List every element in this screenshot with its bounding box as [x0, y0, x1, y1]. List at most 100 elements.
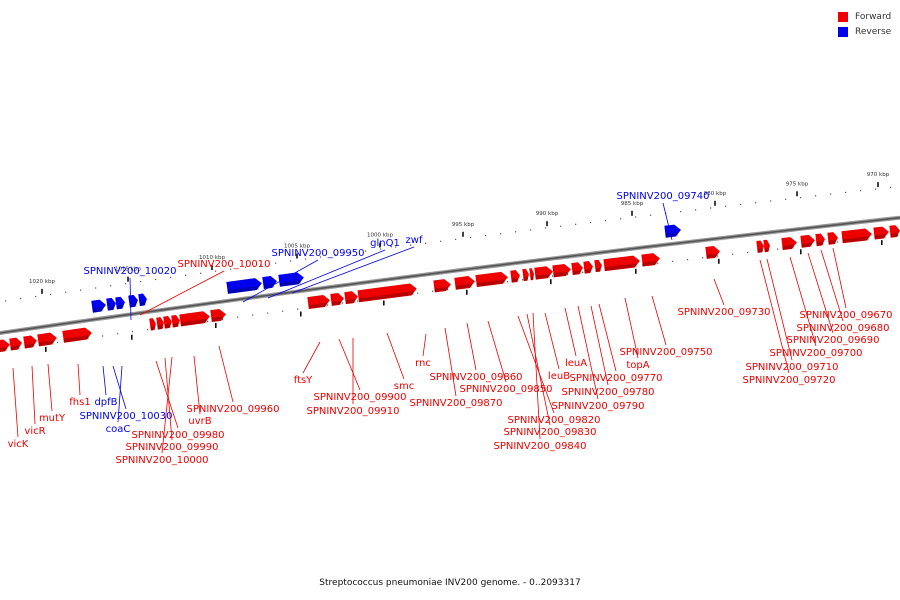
minor-tick-outer [65, 291, 67, 293]
leader-line [242, 259, 319, 303]
minor-tick-outer [380, 248, 382, 250]
major-tick-outer [127, 276, 129, 282]
reverse-gene-arrow [664, 224, 681, 238]
minor-tick-outer [440, 240, 442, 242]
reverse-gene-arrow [106, 297, 116, 311]
gene-body [433, 279, 451, 293]
minor-tick-inner [747, 251, 749, 254]
minor-tick-inner [717, 255, 719, 257]
major-tick-outer [546, 221, 548, 227]
gene-body [827, 232, 838, 245]
gene-label: SPNINV200_09850 [459, 384, 552, 395]
minor-tick-inner [522, 279, 524, 281]
minor-tick-outer [770, 200, 772, 202]
tick-label: 970 kbp [867, 172, 890, 178]
minor-tick-outer [590, 221, 592, 224]
minor-tick-outer [515, 231, 517, 233]
gene-label: SPNINV200_09860 [429, 372, 522, 383]
gene-label: SPNINV200_09710 [745, 362, 838, 373]
gene-body [475, 271, 508, 288]
gene-body [534, 266, 553, 280]
major-tick-outer [379, 242, 381, 248]
gene-body [138, 293, 147, 307]
leader-line [466, 322, 477, 371]
gene-body [781, 237, 797, 251]
gene-label: SPNINV200_09900 [313, 392, 406, 403]
minor-tick-outer [80, 289, 82, 291]
gene-shade [211, 316, 224, 323]
gene-shade [511, 277, 519, 283]
gene-label: SPNINV200_09730 [677, 307, 770, 318]
minor-tick-outer [5, 300, 7, 302]
minor-tick-outer [575, 223, 577, 225]
forward-gene-arrow [873, 226, 889, 240]
leader-line [564, 307, 577, 357]
minor-tick-inner [147, 329, 149, 331]
leader-line [291, 246, 415, 294]
major-tick-inner [300, 311, 302, 317]
gene-label: SPNINV200_09830 [503, 427, 596, 438]
gene-label: SPNINV200_09690 [786, 335, 879, 346]
major-tick-inner [45, 346, 47, 352]
gene-shade [38, 340, 55, 347]
forward-gene-arrow [552, 263, 571, 278]
minor-tick-outer [620, 218, 622, 220]
gene-body [23, 335, 37, 349]
gene-shade [706, 253, 718, 259]
minor-tick-inner [897, 234, 899, 236]
gene-label: leuB [548, 371, 570, 382]
leader-line [117, 365, 123, 423]
forward-gene-arrow [9, 337, 22, 351]
gene-shade [757, 248, 764, 253]
gene-body [163, 316, 172, 329]
tick-label: 1010 kbp [199, 255, 225, 261]
gene-label: SPNINV200_10010 [177, 259, 270, 270]
gene-body [664, 224, 681, 238]
gene-shade [828, 239, 837, 245]
leader-line [807, 252, 834, 334]
minor-tick-outer [650, 214, 652, 216]
gene-shade [642, 260, 658, 267]
minor-tick-outer [560, 225, 562, 227]
leader-line [193, 355, 201, 415]
gene-shade [801, 242, 813, 248]
tick-label: 975 kbp [786, 181, 809, 187]
forward-gene-arrow [781, 237, 797, 251]
minor-tick-outer [455, 238, 457, 240]
major-tick-outer [631, 210, 633, 216]
minor-tick-outer [755, 202, 757, 204]
leader-line [155, 360, 179, 429]
leader-line [77, 363, 81, 396]
gene-shade [572, 270, 582, 276]
gene-body [226, 278, 262, 294]
gene-label: smc [394, 381, 414, 392]
forward-gene-arrow [475, 271, 508, 288]
gene-label: SPNINV200_10030 [79, 411, 172, 422]
gene-shade [584, 268, 592, 274]
minor-tick-outer [845, 191, 847, 193]
minor-tick-outer [215, 270, 217, 272]
gene-body [800, 234, 815, 248]
gene-label: coaC [106, 424, 131, 435]
major-tick-outer [211, 265, 213, 270]
minor-tick-inner [162, 326, 164, 329]
gene-body [889, 225, 900, 238]
tick-label: 1000 kbp [367, 233, 393, 239]
leader-line [713, 278, 725, 306]
gene-label: SPNINV200_09980 [131, 430, 224, 441]
gene-label: SPNINV200_09740 [616, 191, 709, 202]
reverse-gene-arrow [138, 293, 147, 307]
gene-body [763, 239, 770, 253]
major-tick-outer [296, 253, 298, 259]
gene-label: SPNINV200_09670 [799, 310, 892, 321]
gene-label: SPNINV200_09820 [507, 415, 600, 426]
backbone-line [0, 216, 900, 334]
gene-shade [842, 236, 869, 244]
gene-body [873, 226, 889, 240]
gene-body [571, 262, 583, 276]
gene-label: fhs1 [69, 397, 90, 408]
minor-tick-outer [545, 227, 547, 229]
